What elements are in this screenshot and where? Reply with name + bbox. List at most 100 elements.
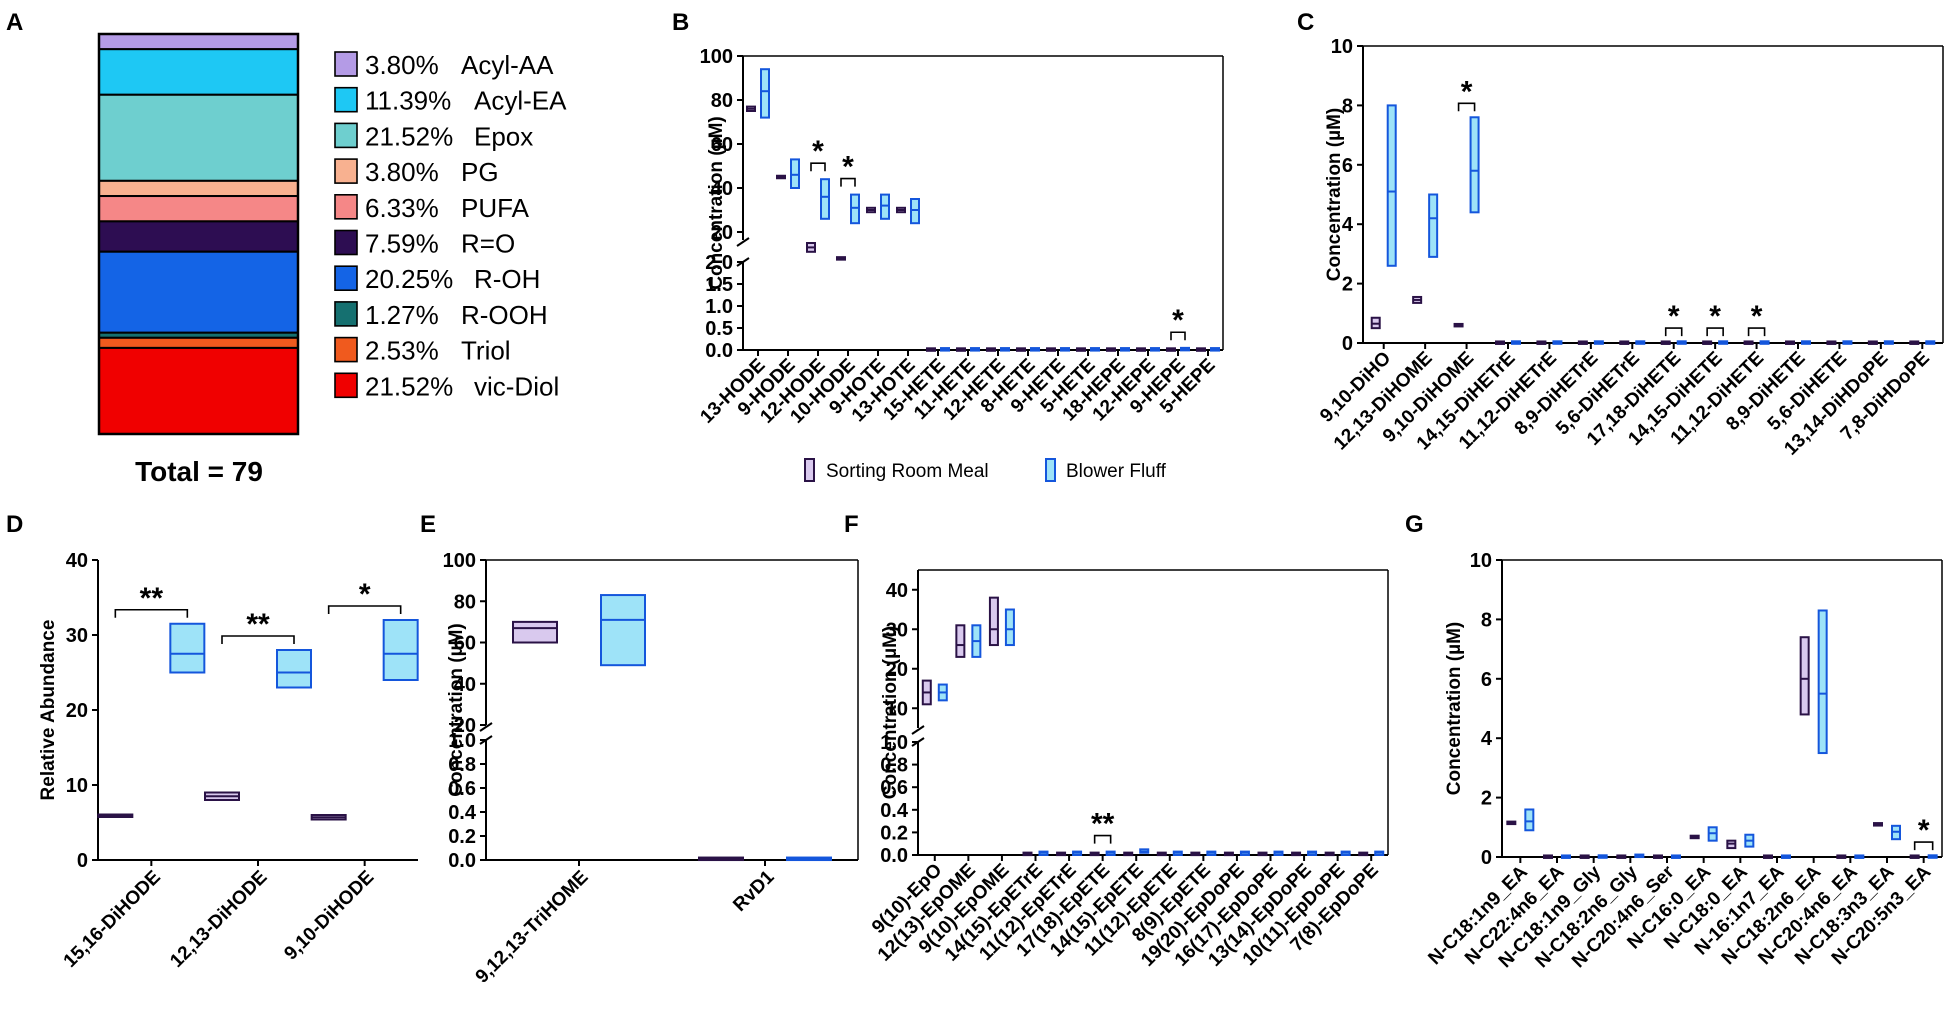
y-tick-label: 6: [1481, 669, 1492, 691]
stack-segment-pufa: [98, 195, 299, 223]
y-axis-label: Concentration (µM): [880, 626, 901, 800]
legend-swatch-sorting-room-meal: [804, 458, 815, 482]
legend-swatch-acyl-aa: [334, 51, 358, 77]
y-tick-label: 8: [1481, 609, 1492, 631]
y-tick-label: 0.6: [880, 777, 908, 799]
y-tick-label: 10: [1331, 36, 1353, 58]
legend-label: R=O: [461, 229, 515, 259]
y-tick-label: 1.0: [880, 732, 908, 754]
y-tick-label: 0.4: [448, 802, 477, 824]
y-axis-label: Concentration (µM): [446, 623, 467, 797]
y-tick-label: 2: [1342, 274, 1353, 296]
legend-label: Triol: [461, 336, 511, 366]
legend-label: vic-Diol: [474, 371, 559, 401]
legend-swatch-triol: [334, 336, 358, 363]
panel-label-g: G: [1405, 511, 1424, 538]
y-tick-label: 80: [711, 90, 733, 112]
y-tick-label: 30: [66, 625, 88, 647]
legend-label: Acyl-EA: [474, 86, 567, 116]
legend-label: Acyl-AA: [461, 50, 554, 80]
significance-mark: **: [140, 582, 164, 615]
box-blower-fluff: [790, 158, 800, 189]
legend-pct: 11.39%: [365, 86, 451, 116]
y-axis-label: Concentration (µM): [706, 116, 727, 290]
significance-mark: *: [1918, 814, 1930, 847]
box-sorting-room-meal: [1799, 636, 1810, 716]
y-tick-label: 4: [1481, 728, 1493, 750]
box-blower-fluff: [1004, 608, 1015, 647]
panel-label-f: F: [844, 511, 859, 538]
significance-mark: **: [1091, 808, 1115, 841]
box-blower-fluff: [600, 594, 646, 667]
significance-bracket: [810, 162, 826, 172]
legend-pct: 7.59%: [365, 229, 439, 259]
stack-segment-acyl-ea: [98, 48, 299, 96]
y-tick-label: 20: [711, 222, 733, 244]
y-tick-label: 30: [886, 619, 908, 641]
box-sorting-room-meal: [988, 596, 999, 647]
y-tick-label: 2.0: [705, 252, 733, 274]
box-blower-fluff: [276, 649, 312, 689]
axis-break-mark: [479, 722, 493, 732]
legend-pct: 21.52%: [365, 371, 453, 401]
stack-segment-r-oh: [98, 250, 299, 334]
box-blower-fluff: [820, 178, 830, 220]
legend-label: R-OH: [474, 264, 540, 294]
stack-segment-triol: [98, 336, 299, 349]
panel-label-d: D: [6, 511, 23, 538]
stack-segment-vic-diol: [98, 346, 299, 436]
legend-label: PUFA: [461, 193, 530, 223]
y-tick-label: 0.4: [880, 800, 909, 822]
box-blower-fluff: [1524, 808, 1535, 832]
legend-swatch-epox: [334, 122, 358, 149]
y-tick-label: 60: [454, 633, 476, 655]
panel-label-c: C: [1297, 9, 1314, 36]
panel-label-e: E: [420, 511, 436, 538]
box-blower-fluff: [910, 198, 920, 225]
y-tick-label: 0: [77, 850, 88, 872]
significance-mark: *: [1709, 300, 1721, 333]
y-tick-label: 1.5: [705, 274, 733, 296]
y-tick-label: 0.6: [448, 778, 476, 800]
significance-bracket: [1747, 327, 1766, 337]
legend-pct: 21.52%: [365, 121, 453, 151]
significance-mark: *: [359, 578, 371, 611]
y-axis-label: Relative Abundance: [38, 620, 59, 801]
y-tick-label: 1.0: [705, 296, 733, 318]
box-blower-fluff: [1386, 104, 1397, 267]
x-tick-label: 9,12,13-TriHOME: [472, 867, 593, 988]
y-tick-label: 4: [1342, 214, 1354, 236]
y-tick-label: 40: [66, 550, 88, 572]
significance-bracket: [1664, 327, 1683, 337]
y-tick-label: 20: [66, 700, 88, 722]
legend-label-sorting-room-meal: Sorting Room Meal: [826, 461, 989, 482]
significance-mark: *: [1172, 304, 1184, 337]
box-blower-fluff: [1428, 193, 1439, 258]
box-blower-fluff: [760, 68, 770, 119]
y-tick-label: 10: [66, 775, 88, 797]
significance-mark: *: [1751, 300, 1763, 333]
significance-bracket: [1170, 331, 1186, 341]
y-tick-label: 0.0: [705, 340, 733, 362]
y-tick-label: 80: [454, 591, 476, 613]
legend-pct: 6.33%: [365, 193, 439, 223]
x-tick-label: 9,10-DiHODE: [280, 867, 378, 965]
y-axis-label: Concentration (µM): [1324, 108, 1345, 282]
stack-outline: [97, 32, 300, 436]
y-tick-label: 40: [886, 580, 908, 602]
legend-swatch-pufa: [334, 194, 358, 220]
y-tick-label: 40: [454, 674, 476, 696]
y-tick-label: 20: [454, 715, 476, 737]
y-tick-label: 2: [1481, 788, 1492, 810]
box-blower-fluff: [382, 619, 419, 681]
significance-mark: *: [812, 135, 824, 168]
y-tick-label: 0.0: [448, 850, 476, 872]
axis-break-mark: [736, 237, 750, 247]
legend-swatch-blower-fluff: [1045, 458, 1056, 482]
y-tick-label: 0.8: [880, 755, 908, 777]
y-tick-label: 8: [1342, 95, 1353, 117]
legend-label: R-OOH: [461, 300, 548, 330]
significance-bracket: [114, 608, 189, 618]
legend-swatch-r-oh: [334, 265, 358, 292]
